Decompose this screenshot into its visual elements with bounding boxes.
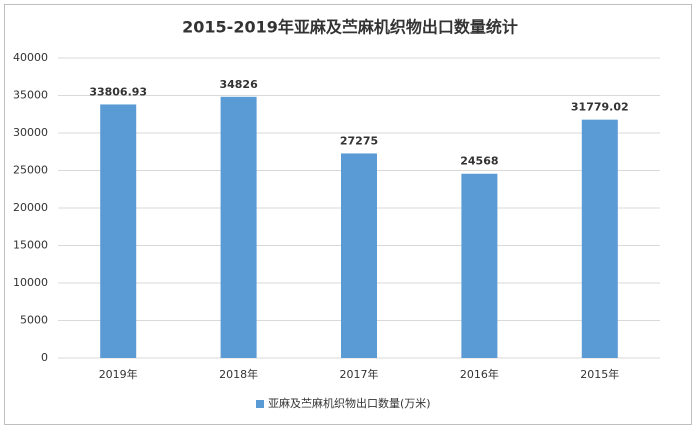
legend-swatch xyxy=(256,400,264,408)
x-tick-label: 2017年 xyxy=(340,367,379,381)
bar xyxy=(581,119,618,358)
chart-title: 2015-2019年亚麻及苎麻机织物出口数量统计 xyxy=(182,18,518,37)
x-tick-label: 2015年 xyxy=(580,367,619,381)
y-tick-label: 25000 xyxy=(13,164,48,177)
bar xyxy=(461,173,498,358)
value-label: 31779.02 xyxy=(571,101,629,114)
value-label: 24568 xyxy=(460,155,498,168)
y-tick-label: 5000 xyxy=(20,314,48,327)
y-tick-label: 30000 xyxy=(13,126,48,139)
y-tick-label: 35000 xyxy=(13,89,48,102)
value-label: 27275 xyxy=(340,134,378,147)
x-tick-label: 2016年 xyxy=(460,367,499,381)
y-tick-label: 20000 xyxy=(13,201,48,214)
bar xyxy=(100,104,137,358)
value-label: 33806.93 xyxy=(89,85,147,98)
value-label: 34826 xyxy=(219,78,258,91)
y-tick-label: 10000 xyxy=(13,276,48,289)
x-tick-label: 2019年 xyxy=(99,367,138,381)
y-tick-label: 40000 xyxy=(13,51,48,64)
legend-label: 亚麻及苎麻机织物出口数量(万米) xyxy=(268,396,431,410)
x-tick-label: 2018年 xyxy=(219,367,258,381)
y-tick-label: 0 xyxy=(41,351,48,364)
bar xyxy=(220,96,257,359)
bar xyxy=(341,153,377,358)
y-tick-label: 15000 xyxy=(13,239,48,252)
